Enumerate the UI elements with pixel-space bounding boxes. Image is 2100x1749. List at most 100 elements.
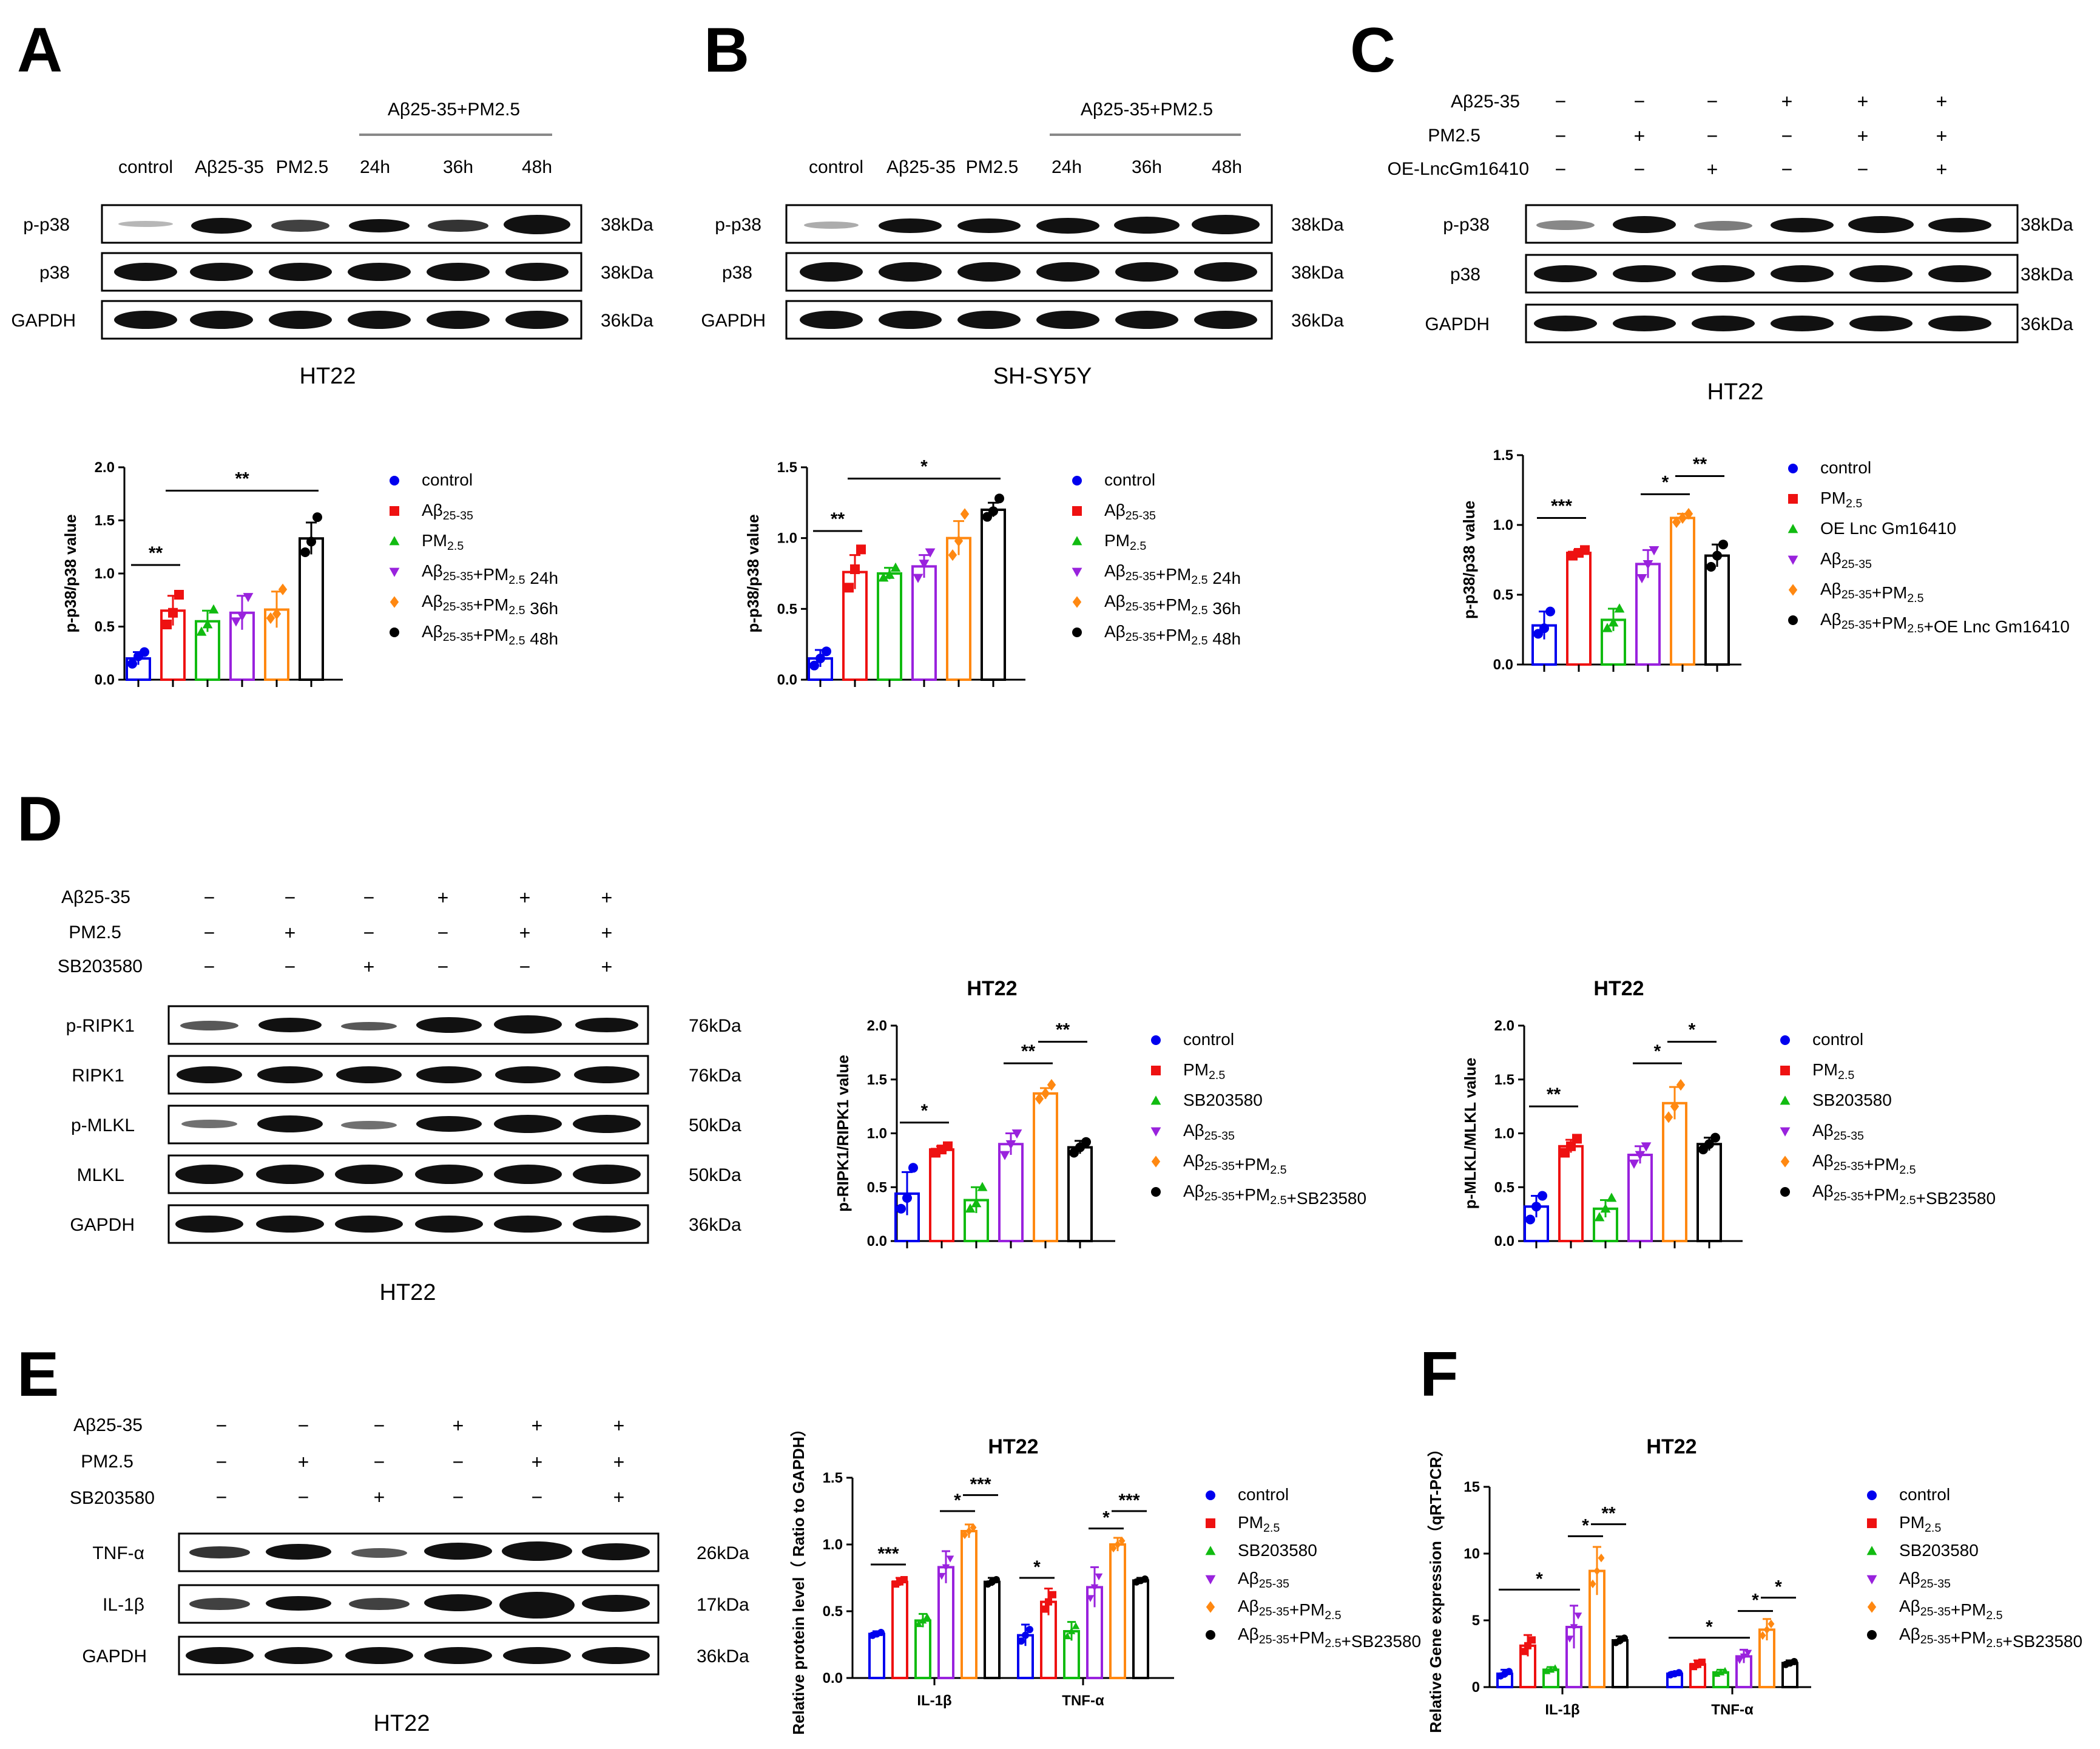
- legend-label: Aβ25-35: [1812, 1121, 1864, 1143]
- data-point: [965, 1203, 976, 1213]
- condition-sign: −: [204, 956, 215, 978]
- legend-marker: [1072, 536, 1082, 546]
- legend-label: Aβ25-35: [1899, 1569, 1951, 1591]
- significance-label: *: [920, 457, 928, 477]
- data-point: [809, 660, 819, 671]
- data-point: [1649, 546, 1659, 556]
- condition-label: PM2.5: [69, 922, 121, 942]
- band: [118, 221, 173, 227]
- condition-sign: +: [613, 1486, 625, 1508]
- data-point: [1528, 1636, 1536, 1644]
- chart-c: 0.00.51.01.5p-p38/p38 value ****** control…: [1460, 447, 2070, 673]
- band: [1114, 217, 1180, 234]
- cell-line-label: SH-SY5Y: [993, 364, 1092, 389]
- data-point: [1614, 603, 1625, 613]
- legend-label: SB203580: [1183, 1091, 1263, 1109]
- condition-sign: −: [298, 1415, 309, 1436]
- condition-sign: +: [1936, 158, 1948, 180]
- legend-marker: [1205, 1546, 1216, 1555]
- bar: [1132, 1579, 1149, 1679]
- data-point: [1670, 1100, 1680, 1112]
- data-point: [266, 612, 275, 624]
- data-point: [1629, 1159, 1639, 1169]
- blot-panel-e: Aβ25-35 PM2.5 SB203580 − − − + + + − + − − + + − − + − −…: [70, 1415, 749, 1736]
- condition-sign: −: [216, 1451, 228, 1473]
- legend-label: Aβ25-35: [1820, 549, 1872, 571]
- data-point: [1524, 1642, 1531, 1649]
- data-point: [312, 512, 322, 523]
- legend-marker: [1072, 506, 1082, 516]
- lane-label: 48h: [1212, 157, 1242, 177]
- data-point: [999, 1151, 1010, 1160]
- band: [1771, 265, 1834, 282]
- legend-marker: [1206, 1490, 1215, 1500]
- data-point: [815, 654, 825, 663]
- significance-label: *: [1662, 472, 1669, 492]
- blot-panel-a: control Aβ25-35 PM2.5 24h 36h 48h Aβ25-3…: [11, 100, 653, 389]
- charts-layer: 0.00.51.01.52.0p-p38/p38 value **** contro…: [61, 447, 2082, 1735]
- blot-box: [785, 204, 1273, 244]
- legend-marker: [1205, 1575, 1216, 1585]
- bar: [998, 1143, 1024, 1242]
- bar: [911, 565, 937, 681]
- kda-label: 76kDa: [689, 1016, 741, 1036]
- band: [1613, 216, 1676, 233]
- significance-label: *: [1752, 1591, 1759, 1611]
- legend-label: Aβ25-35+PM2.5 24h: [1104, 561, 1241, 587]
- legend-marker: [389, 567, 400, 577]
- band: [1613, 265, 1676, 282]
- band: [415, 1165, 483, 1184]
- data-point: [1063, 1632, 1072, 1640]
- significance-label: **: [1601, 1504, 1616, 1524]
- y-tick-label: 5: [1472, 1612, 1480, 1629]
- legend-label: Aβ25-35+PM2.5: [1820, 580, 1924, 605]
- legend-marker: [1788, 584, 1798, 596]
- band: [269, 311, 332, 329]
- data-point: [1072, 1622, 1080, 1629]
- data-point: [1041, 1605, 1048, 1613]
- row-label: p-RIPK1: [66, 1016, 135, 1036]
- legend-marker: [1780, 1155, 1790, 1168]
- data-point: [1067, 1627, 1076, 1634]
- lane-label: Aβ25-35: [886, 157, 956, 177]
- lane-label: control: [118, 157, 173, 177]
- kda-label: 38kDa: [601, 215, 653, 235]
- band: [1928, 218, 1991, 232]
- legend-label: Aβ25-35+PM2.5+SB23580: [1812, 1182, 1996, 1208]
- band: [1849, 265, 1913, 282]
- chart-b: 0.00.51.01.5p-p38/p38 value ***controlAβ2…: [744, 457, 1241, 688]
- condition-label: Aβ25-35: [1451, 92, 1520, 112]
- legend-label: PM2.5: [1812, 1060, 1854, 1082]
- condition-sign: +: [285, 922, 296, 944]
- kda-label: 36kDa: [697, 1646, 749, 1666]
- band: [424, 1647, 492, 1664]
- band: [1692, 265, 1755, 282]
- condition-sign: +: [1857, 125, 1869, 147]
- significance-label: ***: [1118, 1490, 1139, 1510]
- lane-label: control: [809, 157, 863, 177]
- data-point: [1704, 1139, 1714, 1149]
- condition-sign: +: [601, 887, 613, 908]
- legend-marker: [1151, 1155, 1161, 1168]
- band: [335, 1165, 403, 1184]
- data-point: [1572, 1134, 1582, 1144]
- blot-box: [101, 300, 582, 340]
- legend-label: Aβ25-35+PM2.5 48h: [422, 622, 558, 648]
- data-point: [1118, 1536, 1126, 1546]
- data-point: [1643, 560, 1653, 570]
- legend-marker: [1072, 567, 1082, 577]
- legend-marker: [1780, 1095, 1791, 1105]
- legend-label: PM2.5: [1820, 489, 1862, 510]
- legend-marker: [1206, 1630, 1215, 1640]
- band: [257, 1066, 323, 1083]
- legend-label: PM2.5: [422, 531, 464, 553]
- band: [1036, 218, 1099, 234]
- chart-a: 0.0 0.5 1.0 1.5 2.0 p-p38/p38 value ** ** contro…: [61, 459, 558, 688]
- panel-letter-c: C: [1350, 15, 1396, 86]
- legend-label: control: [1812, 1030, 1863, 1049]
- band: [582, 1543, 650, 1560]
- data-point: [1706, 562, 1716, 572]
- band: [415, 1216, 483, 1233]
- legend-label: PM2.5: [1104, 531, 1146, 553]
- band: [957, 218, 1021, 233]
